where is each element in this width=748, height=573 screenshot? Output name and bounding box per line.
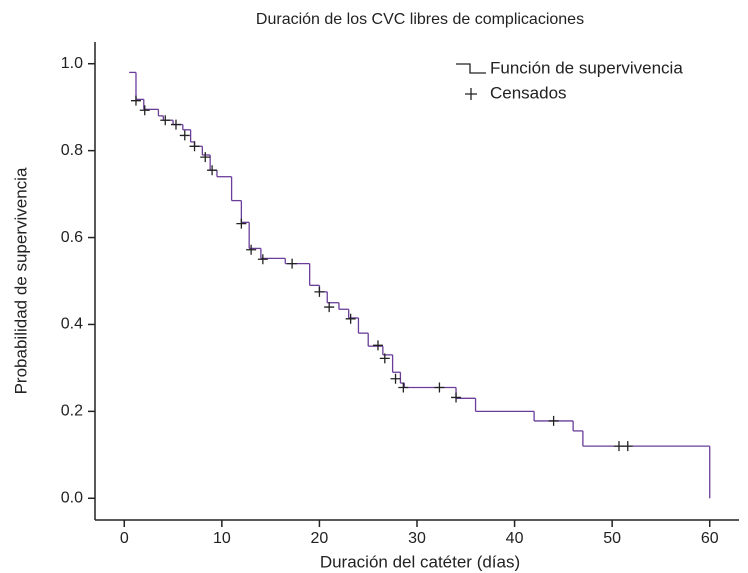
censor-mark	[372, 340, 383, 351]
censor-mark	[160, 115, 171, 126]
chart-title: Duración de los CVC libres de complicaci…	[256, 11, 584, 28]
censor-mark	[246, 244, 257, 255]
y-tick-label: 0.4	[61, 316, 83, 333]
censor-mark	[287, 258, 298, 269]
censor-mark	[314, 286, 325, 297]
x-tick-label: 30	[408, 530, 426, 547]
legend-swatch	[465, 88, 477, 100]
censor-mark	[170, 119, 181, 130]
censor-mark	[139, 105, 150, 116]
censor-mark	[207, 165, 218, 176]
censor-mark	[622, 441, 633, 452]
y-tick-label: 0.6	[61, 229, 83, 246]
censor-mark	[236, 218, 247, 229]
x-tick-label: 40	[506, 530, 524, 547]
y-tick-label: 1.0	[61, 55, 83, 72]
censor-mark	[200, 152, 211, 163]
x-tick-label: 10	[213, 530, 231, 547]
y-tick-label: 0.2	[61, 403, 83, 420]
y-tick-label: 0.8	[61, 142, 83, 159]
censor-mark	[390, 373, 401, 384]
censor-mark	[345, 313, 356, 324]
censor-mark	[434, 382, 445, 393]
legend-label: Censados	[490, 83, 567, 102]
x-axis-label: Duración del catéter (días)	[320, 552, 520, 571]
censor-mark	[324, 302, 335, 313]
censor-mark	[179, 130, 190, 141]
x-tick-label: 50	[603, 530, 621, 547]
censor-mark	[379, 353, 390, 364]
x-tick-label: 0	[120, 530, 129, 547]
censor-mark	[398, 382, 409, 393]
legend-label: Función de supervivencia	[490, 58, 683, 77]
censor-mark	[613, 441, 624, 452]
x-tick-label: 20	[311, 530, 329, 547]
censor-mark	[451, 392, 462, 403]
censor-mark	[548, 415, 559, 426]
censor-mark	[130, 95, 141, 106]
legend-swatch	[456, 63, 486, 74]
censor-mark	[189, 141, 200, 152]
x-tick-label: 60	[701, 530, 719, 547]
y-tick-label: 0.0	[61, 489, 83, 506]
censor-mark	[257, 254, 268, 265]
y-axis-label: Probabilidad de supervivencia	[11, 167, 30, 394]
